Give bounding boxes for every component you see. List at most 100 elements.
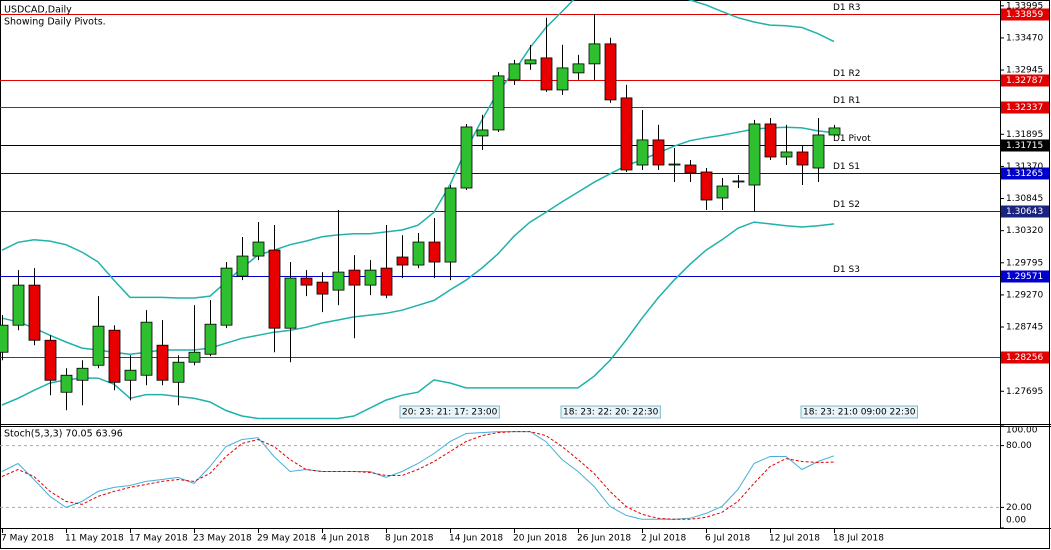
x-tick-label: 11 May 2018 — [65, 534, 124, 544]
candle-body — [604, 43, 617, 101]
candle-body — [252, 241, 265, 257]
candle-body — [828, 127, 841, 136]
x-tick-label: 12 Jul 2018 — [769, 534, 820, 544]
price-box — [1001, 139, 1049, 152]
y-tick-label: 1.27695 — [1006, 387, 1043, 397]
price-box — [1001, 101, 1049, 114]
y-tick-label: 20.00 — [1006, 503, 1032, 513]
candle-body — [796, 151, 809, 166]
candle-body — [396, 256, 409, 266]
candle-body — [44, 339, 57, 381]
x-tick-label: 18 Jul 2018 — [833, 534, 884, 544]
candle-body — [268, 249, 281, 329]
candle-body — [28, 284, 41, 341]
overlay-labels: D1 R3 1.33859 D1 R2 1.32787 D1 R1 1.32337 D1 P… — [399, 3, 1049, 419]
candle-body — [444, 187, 457, 263]
price-box — [1001, 8, 1049, 21]
y-tick-label: 1.32945 — [1006, 66, 1043, 76]
band-line — [1, 221, 835, 420]
y-tick-label: 1.29270 — [1006, 290, 1043, 300]
x-tick-label: 4 Jun 2018 — [321, 534, 370, 544]
candle-body — [380, 267, 393, 296]
candle-body — [668, 163, 681, 166]
x-tick-label: 14 Jun 2018 — [449, 534, 503, 544]
candle-body — [652, 139, 665, 166]
candle-body — [188, 351, 201, 363]
stoch-plot — [0, 431, 1000, 520]
candle-body — [540, 57, 553, 91]
candle-body — [524, 59, 537, 65]
price-box-label: 1.32787 — [1006, 76, 1043, 86]
candle-body — [60, 374, 73, 393]
y-tick-label: 1.30845 — [1006, 194, 1043, 204]
candle-body — [780, 151, 793, 158]
candle-body — [284, 277, 297, 329]
x-tick-label: 17 May 2018 — [129, 534, 188, 544]
candle-body — [700, 171, 713, 201]
candle-body — [428, 241, 441, 263]
candle-body — [620, 97, 633, 171]
y-tick-label: 1.28745 — [1006, 323, 1043, 333]
price-box — [1001, 74, 1049, 87]
candle-body — [636, 139, 649, 166]
candle-body — [92, 325, 105, 366]
x-tick-label: 23 May 2018 — [193, 534, 252, 544]
chart-subtitle: Showing Daily Pivots. — [4, 17, 106, 28]
price-box-label: 1.32337 — [1006, 103, 1043, 113]
time-label: 18: 23: 22: 20: 22:30 — [563, 408, 659, 418]
candle-body — [140, 321, 153, 376]
price-box — [1001, 167, 1049, 180]
candle-body — [236, 255, 249, 277]
price-box-label: 1.28256 — [1006, 353, 1043, 363]
candle-body — [220, 267, 233, 326]
y-tick-label: 1.29795 — [1006, 258, 1043, 268]
candle-body — [124, 369, 137, 381]
candle-body — [508, 63, 521, 81]
candle-body — [460, 126, 473, 189]
candle-body — [716, 185, 729, 199]
x-tick-label: 6 Jul 2018 — [705, 534, 750, 544]
candle-body — [412, 241, 425, 266]
candle-body — [348, 269, 361, 286]
time-label-box — [560, 405, 661, 419]
pivot-name: D1 S3 — [833, 265, 860, 275]
x-tick-label: 8 Jun 2018 — [385, 534, 434, 544]
price-box-label: 1.31715 — [1006, 141, 1043, 151]
y-tick-label: 100.00 — [1006, 426, 1038, 436]
price-box-label: 1.30643 — [1006, 207, 1043, 217]
candle-body — [172, 361, 185, 383]
y-tick-label: 80.00 — [1006, 441, 1032, 451]
y-tick-label: 1.31370 — [1006, 162, 1043, 172]
y-tick-label: 1.30320 — [1006, 226, 1043, 236]
band-line — [1, 0, 835, 299]
stoch-title: Stoch(5,3,3) 70.05 63.96 — [4, 429, 123, 440]
stoch-line — [1, 431, 835, 520]
candle-body — [764, 123, 777, 158]
time-label-box — [800, 405, 918, 419]
candle-body — [684, 164, 697, 174]
candle-body — [316, 281, 329, 295]
y-tick-label: 1.33995 — [1006, 1, 1043, 11]
candle-body — [204, 323, 217, 355]
pivot-name: D1 R3 — [833, 3, 861, 13]
candle-body — [476, 129, 489, 137]
candle-body — [364, 269, 377, 286]
price-box-label: 1.33859 — [1006, 10, 1043, 20]
price-box-label: 1.29571 — [1006, 272, 1043, 282]
candle-body — [812, 134, 825, 169]
price-box-label: 1.31265 — [1006, 169, 1043, 179]
main-plot — [0, 0, 1000, 420]
candle-body — [748, 123, 761, 186]
candle-body — [108, 329, 121, 383]
time-label: 18: 23: 21:0 09:00 22:30 — [803, 408, 916, 418]
candle-body — [556, 67, 569, 91]
candle-body — [0, 324, 9, 353]
candle-body — [492, 75, 505, 131]
x-tick-label: 7 May 2018 — [1, 534, 54, 544]
candle-body — [12, 284, 25, 326]
time-label-box — [399, 405, 500, 419]
pivot-name: D1 R1 — [833, 96, 861, 106]
x-tick-label: 2 Jul 2018 — [641, 534, 686, 544]
candle-body — [588, 43, 601, 65]
